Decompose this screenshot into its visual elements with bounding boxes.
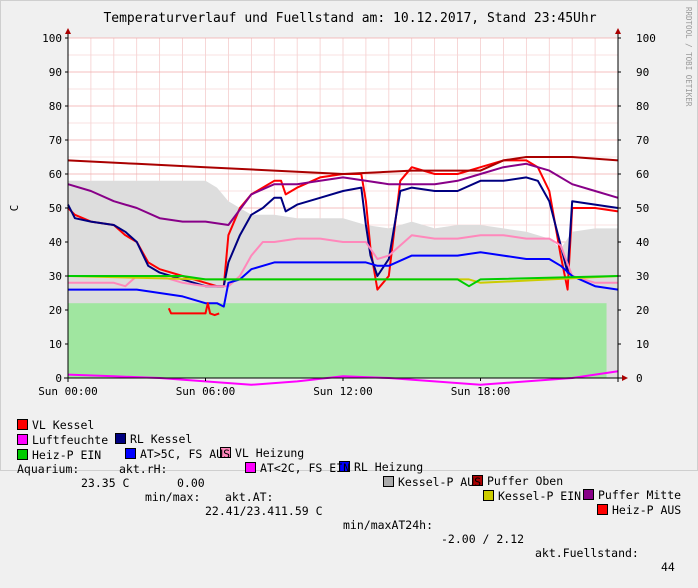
legend-label: AT>5C, FS AUS: [140, 447, 230, 461]
y-tick-label-right: 70: [636, 134, 649, 147]
stat-minmax-value: -2.00 / 2.12: [441, 532, 524, 546]
y-tick-label-right: 20: [636, 304, 649, 317]
legend-row-2: Luftfeuchte AT>5C, FS AUS AT<2C, FS EIN …: [17, 419, 59, 433]
stat-aq-minmax-label: min/max:: [145, 490, 200, 504]
y-tick-label-right: 0: [636, 372, 643, 385]
legend-item: RL Kessel: [115, 432, 192, 446]
legend-row-3: Heiz-P EIN akt.rH: 0.00 akt.AT: 1.59 C m…: [17, 434, 59, 448]
stat-rh-value: 0.00: [177, 476, 205, 490]
legend-label: RL Kessel: [130, 432, 192, 446]
legend-item: AT>5C, FS AUS: [125, 447, 230, 461]
y-tick-label-right: 100: [636, 32, 656, 45]
legend-label: Heiz-P AUS: [612, 503, 681, 517]
stat-fuellstand-label: akt.Fuellstand:: [535, 546, 639, 560]
legend-item: VL Heizung: [220, 446, 304, 460]
stat-aquarium-value: 23.35 C: [81, 476, 129, 490]
x-axis-arrow: [622, 375, 628, 381]
legend-item: Puffer Mitte: [583, 488, 681, 502]
legend-item: Heiz-P AUS: [597, 503, 681, 517]
y-tick-label-left: 100: [42, 32, 62, 45]
y-tick-label-left: 60: [49, 168, 62, 181]
y-tick-label-right: 60: [636, 168, 649, 181]
y-tick-label-left: 50: [49, 202, 62, 215]
y-tick-label-right: 40: [636, 236, 649, 249]
y-axis-arrow-right: [615, 28, 621, 34]
legend-swatch: [583, 489, 594, 500]
legend-swatch: [383, 476, 394, 487]
x-tick-label: Sun 12:00: [313, 385, 373, 398]
legend-row-4: Aquarium: 23.35 C min/max: 22.41/23.41: [17, 448, 59, 462]
legend-item: RL Heizung: [339, 460, 423, 474]
legend-label: RL Heizung: [354, 460, 423, 474]
y-tick-label-right: 90: [636, 66, 649, 79]
legend-label: AT<2C, FS EIN: [260, 461, 350, 475]
legend-swatch: [115, 433, 126, 444]
y-tick-label-left: 10: [49, 338, 62, 351]
area-fuellstand: [68, 303, 607, 378]
stat-aquarium-label: Aquarium:: [17, 462, 79, 476]
legend-label: Kessel-P AUS: [398, 475, 481, 489]
y-tick-label-left: 90: [49, 66, 62, 79]
y-tick-label-right: 30: [636, 270, 649, 283]
chart-title: Temperaturverlauf und Fuellstand am: 10.…: [103, 11, 596, 26]
legend-item: Puffer Oben: [472, 474, 563, 488]
y-tick-label-right: 10: [636, 338, 649, 351]
legend-row-1: VL Kessel RL Kessel VL Heizung RL Heizun…: [17, 404, 59, 418]
y-axis-arrow-left: [65, 28, 71, 34]
y-tick-label-left: 80: [49, 100, 62, 113]
legend-label: Puffer Mitte: [598, 488, 681, 502]
y-tick-label-right: 80: [636, 100, 649, 113]
stat-aq-minmax-value: 22.41/23.41: [205, 504, 281, 518]
x-tick-label: Sun 18:00: [451, 385, 511, 398]
stat-minmax-label: min/maxAT24h:: [343, 518, 433, 532]
legend-swatch: [483, 490, 494, 501]
y-tick-label-left: 40: [49, 236, 62, 249]
y-tick-label-left: 70: [49, 134, 62, 147]
stat-at-label: akt.AT:: [225, 490, 273, 504]
legend-item: Kessel-P AUS: [383, 475, 481, 489]
y-tick-label-right: 50: [636, 202, 649, 215]
legend-swatch: [245, 462, 256, 473]
stat-at-value: 1.59 C: [281, 504, 323, 518]
x-tick-label: Sun 06:00: [176, 385, 236, 398]
y-tick-label-left: 20: [49, 304, 62, 317]
y-tick-label-left: 0: [55, 372, 62, 385]
y-axis-label: C: [8, 205, 21, 212]
legend-item: AT<2C, FS EIN: [245, 461, 350, 475]
legend-swatch: [597, 504, 608, 515]
legend-label: Puffer Oben: [487, 474, 563, 488]
legend-label: Kessel-P EIN: [498, 489, 581, 503]
stat-fuellstand-value: 44: [661, 560, 675, 574]
watermark: RRDTOOL / TOBI OETIKER: [684, 7, 693, 107]
legend-label: VL Heizung: [235, 446, 304, 460]
x-tick-label: Sun 00:00: [38, 385, 98, 398]
y-tick-label-left: 30: [49, 270, 62, 283]
legend-item: Kessel-P EIN: [483, 489, 581, 503]
chart-frame: 0 0 10 10 20 20 30 30 40 40 50 50 60 60 70 70 80 80 90 90 10…: [0, 0, 698, 471]
stat-rh-label: akt.rH:: [119, 462, 167, 476]
legend-swatch: [125, 448, 136, 459]
temperature-chart: 0 0 10 10 20 20 30 30 40 40 50 50 60 60 70 70 80 80 90 90 10…: [1, 1, 698, 401]
